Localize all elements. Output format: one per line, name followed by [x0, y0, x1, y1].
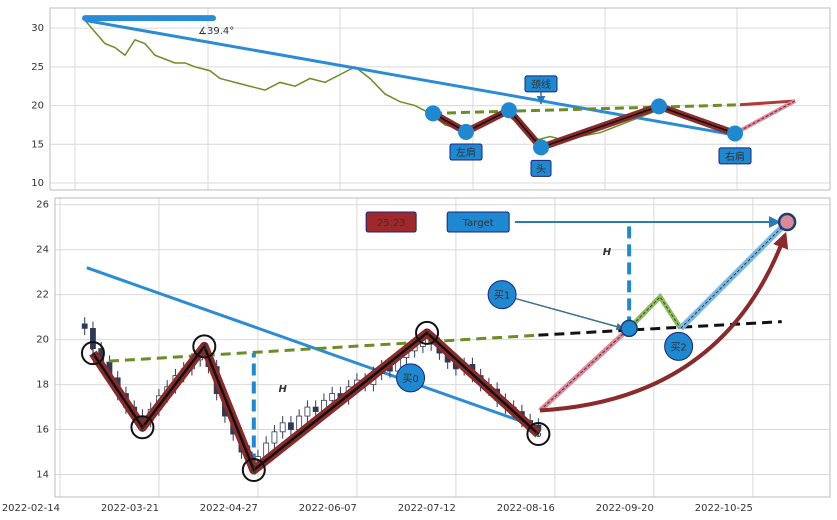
- projection-dash: [734, 100, 796, 134]
- pattern-point: [241, 458, 266, 483]
- x-tick-label: 2022-08-16: [497, 503, 555, 514]
- pattern-label-box: [524, 75, 558, 93]
- candle-body: [312, 406, 319, 412]
- target-curve: [539, 231, 789, 413]
- candle-body: [329, 393, 336, 401]
- y-tick-label: 20: [36, 335, 49, 346]
- y-tick-label: 15: [31, 139, 44, 150]
- x-tick-label: 2022-06-07: [299, 503, 357, 514]
- point-label: 2: [139, 422, 145, 433]
- height-label: H: [603, 247, 612, 258]
- point-label: 5: [424, 328, 430, 339]
- pattern-point: [501, 102, 517, 119]
- pattern-point: [192, 334, 217, 359]
- buy-marker: [487, 280, 517, 310]
- x-tick-label: 2022-07-12: [398, 503, 456, 514]
- projection-dash: [539, 328, 630, 411]
- x-tick-label: 2022-02-14: [2, 503, 60, 514]
- y-tick-label: 24: [36, 245, 49, 256]
- y-tick-label: 10: [31, 178, 44, 189]
- pattern-label-box: [718, 147, 752, 165]
- pattern-label: 颈线: [531, 78, 551, 91]
- target-value: 25.23: [377, 218, 406, 229]
- point-label: 6: [535, 429, 541, 440]
- y-tick-label: 22: [36, 290, 49, 301]
- neckline-extension: [538, 320, 782, 337]
- candle-body: [304, 406, 311, 417]
- buy-label: 买2: [670, 341, 686, 353]
- buy-label: 买1: [494, 290, 510, 302]
- y-tick-label: 30: [31, 23, 44, 34]
- pattern-point: [425, 105, 441, 122]
- x-tick-label: 2022-03-21: [101, 503, 159, 514]
- y-tick-label: 18: [36, 380, 49, 391]
- buy-point: [620, 319, 638, 338]
- neckline: [432, 103, 741, 115]
- target-point: [777, 212, 797, 232]
- candle-body: [288, 422, 294, 430]
- pattern-label: 右肩: [725, 150, 745, 163]
- candle-body: [81, 323, 88, 329]
- target-value-box: [365, 211, 417, 233]
- pattern-point: [651, 98, 667, 115]
- pattern-label-box: [449, 143, 483, 161]
- height-label: H: [279, 384, 288, 395]
- point-label: 3: [201, 341, 207, 352]
- pattern-line: [91, 331, 540, 473]
- pattern-point: [533, 139, 549, 156]
- buy-marker: [664, 331, 694, 361]
- y-tick-label: 14: [36, 470, 49, 481]
- y-tick-label: 20: [31, 101, 44, 112]
- point-label: 1: [90, 348, 96, 359]
- pattern-label: 左肩: [456, 146, 476, 159]
- buy-arrow: [515, 297, 624, 331]
- pattern-label-box: [530, 159, 552, 177]
- pattern-point: [526, 422, 551, 447]
- y-tick-label: 25: [31, 62, 44, 73]
- target-label-box: [446, 211, 510, 233]
- plot-frame: [49, 7, 831, 191]
- angle-label: ∡39.4°: [198, 26, 234, 37]
- x-tick-label: 2022-04-27: [200, 503, 258, 514]
- pattern-label: 头: [536, 163, 546, 175]
- buy-label: 买0: [402, 373, 418, 385]
- candle-body: [90, 327, 96, 350]
- pattern-point: [415, 320, 440, 345]
- neckline: [92, 333, 539, 364]
- buy-marker: [396, 363, 426, 393]
- pattern-point: [727, 125, 743, 142]
- candle-body: [279, 422, 286, 433]
- point-label: 4: [251, 465, 257, 476]
- rebound-line: [627, 292, 683, 331]
- pattern-point: [80, 341, 105, 366]
- breakout-line: [739, 99, 796, 107]
- x-tick-label: 2022-10-25: [695, 503, 753, 514]
- target-label: Target: [462, 218, 494, 229]
- y-tick-label: 26: [36, 200, 49, 211]
- pattern-point: [458, 123, 474, 140]
- candle-body: [271, 431, 278, 444]
- plot-frame: [54, 197, 831, 498]
- x-tick-label: 2022-09-20: [596, 503, 654, 514]
- y-tick-label: 16: [36, 425, 49, 436]
- pattern-point: [130, 415, 155, 440]
- trend-line: [86, 266, 539, 429]
- rise-dash: [680, 221, 788, 329]
